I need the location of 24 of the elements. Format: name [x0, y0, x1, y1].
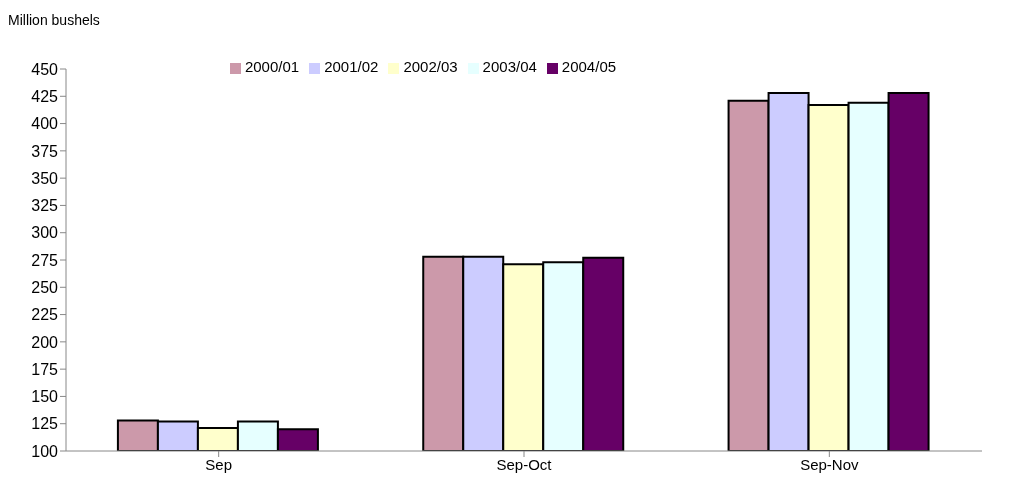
legend-label: 2002/03: [403, 58, 458, 75]
y-tick-label: 325: [31, 197, 59, 215]
y-tick-label: 250: [31, 278, 59, 296]
legend-label: 2001/02: [324, 58, 379, 75]
x-tick-label: Sep-Oct: [496, 455, 553, 473]
x-tick-label: Sep: [205, 455, 233, 473]
legend-label: 2003/04: [482, 58, 537, 75]
y-tick-label: 100: [31, 442, 59, 460]
y-tick-label: 400: [31, 115, 59, 133]
y-tick-label: 150: [31, 388, 59, 406]
y-tick-label: 450: [31, 60, 59, 78]
y-tick-label: 175: [31, 360, 59, 378]
x-tick-label: Sep-Nov: [800, 455, 860, 473]
y-tick-label: 225: [31, 306, 59, 324]
legend-label: 2000/01: [244, 58, 300, 75]
y-tick-label: 425: [31, 87, 59, 105]
legend-label: 2004/05: [561, 58, 617, 75]
y-tick-label: 300: [31, 224, 59, 242]
y-tick-label: 125: [31, 415, 59, 433]
y-tick-label: 375: [31, 142, 59, 160]
y-tick-label: 200: [31, 333, 59, 351]
y-axis-title: Million bushels: [8, 12, 100, 28]
y-tick-label: 350: [31, 169, 59, 187]
y-tick-label: 275: [31, 251, 59, 269]
